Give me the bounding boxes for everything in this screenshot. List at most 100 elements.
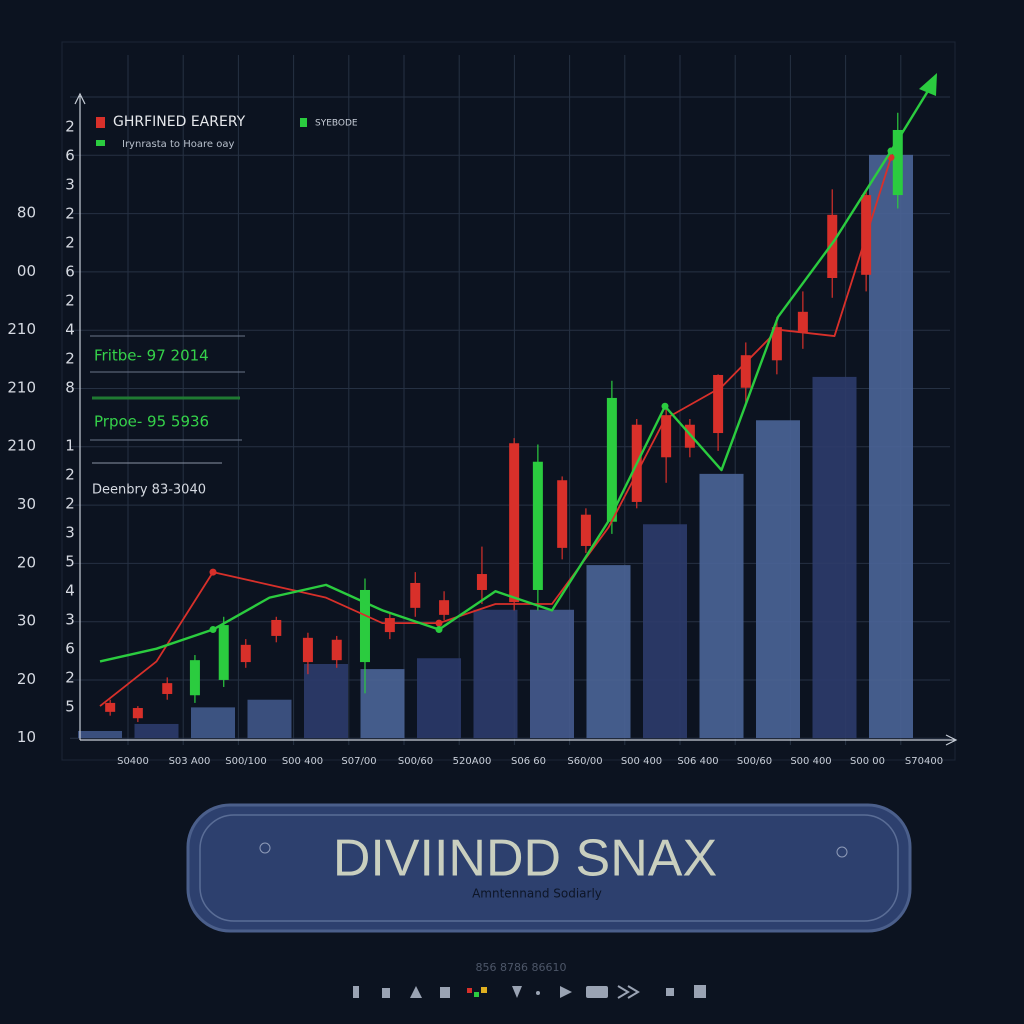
- candle-body: [384, 618, 395, 633]
- candle-body: [302, 637, 313, 663]
- x-tick-label: S06 400: [677, 756, 718, 767]
- x-tick-label: S00/60: [737, 756, 772, 767]
- banner-inner: [199, 814, 899, 922]
- x-tick-label: S00 00: [850, 756, 885, 767]
- x-tick-label: S00/100: [225, 756, 267, 767]
- y-label-outer: 30: [17, 495, 36, 513]
- tool-icon[interactable]: [467, 988, 472, 993]
- bar: [360, 669, 405, 738]
- y-label-inner: 1: [65, 437, 75, 455]
- tool-icon[interactable]: [474, 992, 479, 997]
- tool-icon[interactable]: [586, 986, 608, 998]
- x-axis-arrow: [945, 734, 958, 746]
- bar: [247, 699, 292, 738]
- x-tick-label: S06 60: [511, 756, 546, 767]
- bar: [812, 376, 857, 738]
- plot: [78, 73, 937, 739]
- y-label-inner: 2: [65, 292, 75, 310]
- y-label-inner: 5: [65, 698, 75, 716]
- bar: [134, 723, 179, 738]
- chart-frame: [61, 41, 956, 761]
- candle-body: [661, 415, 672, 458]
- banner-title: DIVIINDD SNAX: [333, 830, 717, 888]
- y-label-inner: 2: [65, 669, 75, 687]
- banner-rivet: [836, 846, 848, 858]
- tool-icon[interactable]: [440, 987, 450, 998]
- candle-body: [105, 702, 116, 712]
- bar: [78, 730, 122, 738]
- y-label-inner: 2: [65, 466, 75, 484]
- candle-body: [557, 480, 568, 548]
- x-tick-label: S03 A00: [169, 756, 211, 767]
- candle-body: [797, 311, 808, 333]
- tool-icon[interactable]: [694, 985, 706, 998]
- candle-body: [189, 660, 200, 696]
- candle-body: [713, 374, 724, 434]
- y-label-inner: 6: [65, 640, 75, 658]
- series-point: [209, 568, 217, 576]
- candle-body: [240, 644, 251, 663]
- candle-body: [684, 424, 695, 448]
- candle-body: [162, 683, 173, 694]
- x-tick-label: S0400: [117, 756, 149, 767]
- banner: [186, 803, 912, 933]
- candle-body: [892, 129, 903, 196]
- tool-icon[interactable]: [560, 986, 572, 998]
- tool-icon[interactable]: [536, 991, 540, 995]
- annotation: Prpoe- 95 5936: [94, 413, 209, 431]
- x-tick-label: 520A00: [453, 756, 492, 767]
- bar: [699, 473, 744, 738]
- y-label-inner: 3: [65, 176, 75, 194]
- candle-body: [331, 639, 342, 661]
- tool-icon[interactable]: [481, 987, 487, 993]
- candle-body: [740, 355, 751, 388]
- candle-body: [509, 443, 520, 603]
- tool-icon[interactable]: [512, 986, 522, 998]
- legend-note: Irynrasta to Hoare oay: [122, 139, 234, 150]
- tool-icon[interactable]: [353, 986, 359, 998]
- y-label-inner: 2: [65, 118, 75, 136]
- toolbar: [353, 985, 706, 999]
- y-label-outer: 00: [17, 262, 36, 280]
- candle-body: [132, 708, 143, 719]
- candle-body: [476, 574, 487, 590]
- x-tick-label: S00 400: [282, 756, 323, 767]
- y-label-inner: 3: [65, 611, 75, 629]
- y-label-outer: 210: [7, 437, 36, 455]
- bar: [417, 658, 461, 738]
- footer-text: 856 8786 86610: [476, 961, 567, 974]
- y-label-inner: 6: [65, 147, 75, 165]
- y-label-inner: 2: [65, 234, 75, 252]
- tool-icon[interactable]: [666, 988, 674, 996]
- annotation: Deenbry 83-3040: [92, 483, 206, 498]
- bar: [756, 420, 800, 738]
- y-label-inner: 5: [65, 553, 75, 571]
- y-label-outer: 80: [17, 204, 36, 222]
- y-axis-arrow: [74, 92, 86, 105]
- x-tick-label: S00 400: [621, 756, 662, 767]
- candle-body: [827, 214, 838, 279]
- y-label-outer: 20: [17, 670, 36, 688]
- tool-icon[interactable]: [382, 988, 390, 998]
- y-label-inner: 4: [65, 321, 75, 339]
- bar: [191, 707, 235, 738]
- candle-body: [606, 397, 617, 522]
- x-tick-label: S00/60: [398, 756, 433, 767]
- candle-body: [359, 589, 370, 663]
- trend-arrow-head: [919, 73, 937, 97]
- tool-icon[interactable]: [617, 985, 640, 999]
- tool-icon[interactable]: [410, 986, 422, 998]
- series-line: [99, 150, 893, 663]
- annotation: Fritbe- 97 2014: [94, 347, 209, 365]
- bar: [586, 565, 631, 738]
- x-tick-label: S60/00: [567, 756, 602, 767]
- series-point: [661, 402, 669, 410]
- legend-swatch: [300, 118, 307, 127]
- legend-swatch: [96, 117, 105, 128]
- x-tick-label: S00 400: [790, 756, 831, 767]
- y-label-inner: 2: [65, 350, 75, 368]
- y-label-outer: 10: [17, 728, 36, 746]
- y-label-inner: 8: [65, 379, 75, 397]
- bar: [304, 663, 348, 738]
- bar: [869, 154, 913, 739]
